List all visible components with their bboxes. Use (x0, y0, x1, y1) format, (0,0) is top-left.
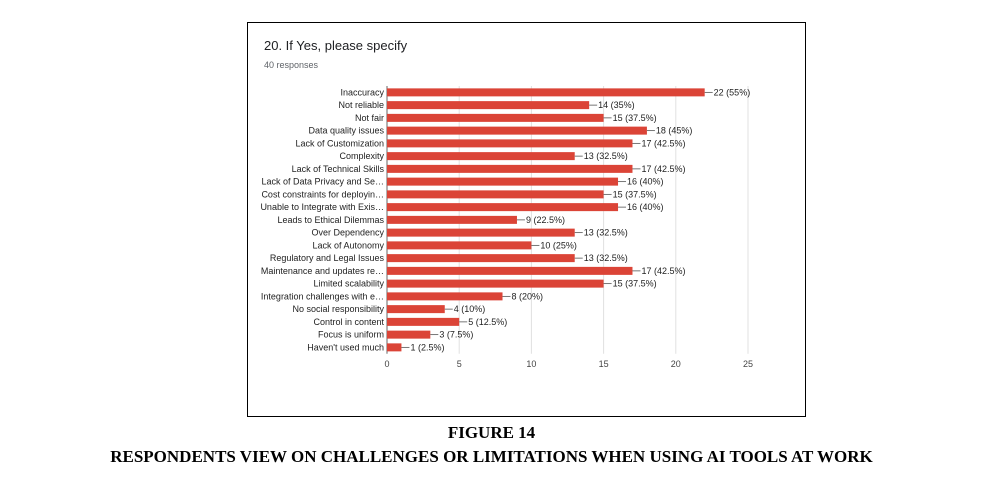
data-label: 22 (55%) (714, 87, 751, 97)
figure-frame (247, 22, 806, 417)
category-label: Focus is uniform (318, 330, 384, 340)
category-label: Regulatory and Legal Issues (270, 253, 385, 263)
category-label: Over Dependency (311, 228, 384, 238)
category-label: No social responsibility (292, 304, 384, 314)
bar (387, 215, 517, 224)
bar (387, 113, 604, 122)
category-label: Lack of Customization (295, 138, 384, 148)
category-label: Maintenance and updates re… (261, 266, 384, 276)
bars (387, 88, 705, 352)
question-title: 20. If Yes, please specify (264, 38, 408, 53)
data-label: 3 (7.5%) (439, 330, 473, 340)
x-tick-label: 15 (599, 359, 609, 369)
category-label: Unable to Integrate with Exis… (260, 202, 384, 212)
data-label: 4 (10%) (454, 304, 486, 314)
category-label: Lack of Data Privacy and Se… (261, 177, 384, 187)
figure-caption: RESPONDENTS VIEW ON CHALLENGES OR LIMITA… (110, 447, 873, 466)
response-count: 40 responses (264, 60, 319, 70)
data-label: 1 (2.5%) (410, 342, 444, 352)
data-label: 5 (12.5%) (468, 317, 507, 327)
category-label: Control in content (313, 317, 384, 327)
bar (387, 139, 633, 148)
data-label: 15 (37.5%) (613, 279, 657, 289)
category-label: Cost constraints for deployin… (261, 189, 384, 199)
x-tick-label: 25 (743, 359, 753, 369)
category-label: Data quality issues (308, 126, 384, 136)
data-label: 13 (32.5%) (584, 253, 628, 263)
data-label: 14 (35%) (598, 100, 635, 110)
bar (387, 88, 705, 97)
category-label: Integration challenges with e… (261, 291, 384, 301)
bar (387, 241, 532, 250)
category-label: Complexity (339, 151, 384, 161)
data-label: 15 (37.5%) (613, 189, 657, 199)
bar (387, 279, 604, 288)
category-label: Lack of Technical Skills (292, 164, 385, 174)
figure-number: FIGURE 14 (447, 423, 536, 442)
category-label: Leads to Ethical Dilemmas (277, 215, 384, 225)
bar (387, 152, 575, 161)
category-label: Haven't used much (307, 342, 384, 352)
bar (387, 190, 604, 199)
bar (387, 254, 575, 263)
category-label: Lack of Autonomy (312, 240, 384, 250)
data-label: 17 (42.5%) (641, 138, 685, 148)
bar (387, 177, 619, 186)
bar (387, 292, 503, 301)
data-label: 13 (32.5%) (584, 228, 628, 238)
data-label: 13 (32.5%) (584, 151, 628, 161)
data-label: 16 (40%) (627, 177, 664, 187)
x-tick-label: 10 (526, 359, 536, 369)
bar (387, 101, 590, 110)
data-label: 17 (42.5%) (641, 164, 685, 174)
category-label: Not reliable (338, 100, 384, 110)
data-label: 10 (25%) (540, 240, 577, 250)
category-label: Not fair (355, 113, 384, 123)
bar (387, 330, 431, 339)
bar (387, 203, 619, 212)
data-label: 16 (40%) (627, 202, 664, 212)
data-label: 9 (22.5%) (526, 215, 565, 225)
bar (387, 305, 445, 314)
bar (387, 126, 647, 135)
bar (387, 164, 633, 173)
x-tick-label: 0 (384, 359, 389, 369)
bar (387, 266, 633, 275)
data-label: 18 (45%) (656, 126, 693, 136)
category-label: Inaccuracy (340, 87, 384, 97)
data-label: 8 (20%) (512, 291, 544, 301)
labels: 0 5 10 15 20 25 Inaccuracy 22 (55%) Not reliable… (260, 87, 753, 368)
bar (387, 343, 402, 352)
x-tick-label: 5 (457, 359, 462, 369)
x-tick-label: 20 (671, 359, 681, 369)
data-label: 17 (42.5%) (641, 266, 685, 276)
data-label: 15 (37.5%) (613, 113, 657, 123)
bar (387, 228, 575, 237)
bar (387, 317, 460, 326)
category-label: Limited scalability (313, 279, 384, 289)
